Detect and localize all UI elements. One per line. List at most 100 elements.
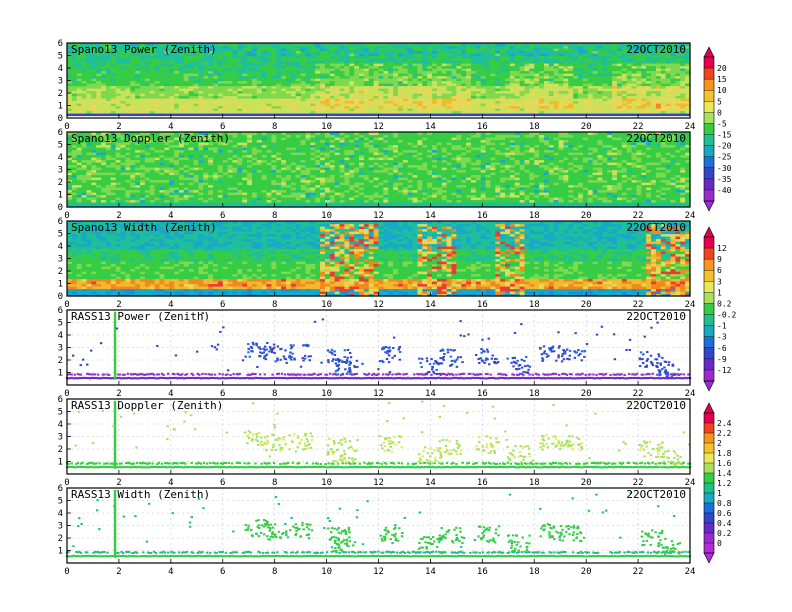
heatmap-cell (120, 93, 127, 97)
heatmap-cell (120, 78, 127, 82)
heatmap-cell (101, 63, 107, 67)
heatmap-cell (164, 68, 170, 72)
heatmap-cell (101, 50, 107, 54)
heatmap-cell (120, 58, 127, 62)
heatmap-cell (105, 108, 112, 112)
heatmap-cell (91, 105, 97, 109)
heatmap-cell (164, 63, 170, 67)
heatmap-cell (164, 65, 170, 69)
heatmap-cell (101, 75, 107, 79)
heatmap-cell (130, 73, 136, 77)
heatmap-cell (149, 73, 156, 77)
heatmap-cell (86, 110, 92, 114)
heatmap-cell (154, 95, 161, 99)
heatmap-cell (81, 53, 88, 57)
heatmap-cell (130, 53, 136, 57)
heatmap-cell (86, 63, 92, 67)
heatmap-cell (86, 113, 92, 117)
heatmap-cell (120, 113, 127, 117)
heatmap-cell (140, 63, 146, 67)
heatmap-cell (96, 60, 102, 64)
heatmap-cell (81, 58, 88, 62)
heatmap-cell (101, 105, 107, 109)
heatmap-cell (130, 83, 136, 87)
heatmap-cell (71, 108, 78, 112)
heatmap-cell (125, 103, 131, 107)
y-tick-label: 6 (58, 39, 63, 49)
heatmap-cell (115, 105, 122, 109)
heatmap-cell (105, 60, 112, 64)
heatmap-cell (81, 115, 88, 119)
heatmap-cell (125, 53, 131, 57)
heatmap-cell (140, 73, 146, 77)
heatmap-cell (154, 100, 161, 104)
heatmap-cell (154, 55, 161, 59)
heatmap-cell (120, 75, 127, 79)
x-tick-label: 18 (529, 122, 540, 132)
heatmap-cell (164, 48, 170, 52)
heatmap-cell (125, 48, 131, 52)
x-tick-label: 20 (581, 122, 592, 132)
heatmap-cell (154, 63, 161, 67)
heatmap-cell (164, 58, 170, 62)
heatmap-cell (110, 85, 117, 89)
heatmap-cell (67, 103, 73, 107)
x-tick-label: 22 (633, 122, 644, 132)
heatmap-cell (76, 55, 83, 59)
heatmap-cell (67, 60, 73, 64)
heatmap-cell (91, 63, 97, 67)
heatmap-cell (164, 108, 170, 112)
heatmap-cell (174, 100, 180, 104)
heatmap-cell (149, 85, 156, 89)
heatmap-cell (120, 53, 127, 57)
heatmap-cell (76, 68, 83, 72)
heatmap-cell (71, 70, 78, 74)
heatmap-cell (115, 98, 122, 102)
heatmap-cell (130, 80, 136, 84)
heatmap-cell (120, 100, 127, 104)
heatmap-cell (86, 115, 92, 119)
heatmap-cell (169, 48, 175, 52)
heatmap-cell (144, 75, 151, 79)
heatmap-cell (76, 95, 83, 99)
heatmap-cell (125, 80, 131, 84)
heatmap-cell (105, 93, 112, 97)
heatmap-cell (67, 75, 73, 79)
heatmap-cell (96, 95, 102, 99)
heatmap-cell (110, 48, 117, 52)
heatmap-cell (164, 88, 170, 92)
heatmap-cell (76, 100, 83, 104)
heatmap-cell (159, 95, 165, 99)
heatmap-cell (81, 45, 88, 49)
heatmap-cell (91, 70, 97, 74)
heatmap-cell (71, 85, 78, 89)
heatmap-cell (67, 113, 73, 117)
heatmap-cell (159, 100, 165, 104)
heatmap-cell (110, 83, 117, 87)
heatmap-cell (130, 78, 136, 82)
heatmap-cell (174, 78, 180, 82)
x-tick-label: 4 (168, 122, 173, 132)
heatmap-cell (105, 45, 112, 49)
heatmap-cell (81, 70, 88, 74)
heatmap-cell (71, 58, 78, 62)
heatmap-cell (164, 85, 170, 89)
heatmap-cell (115, 70, 122, 74)
heatmap-cell (130, 88, 136, 92)
heatmap-cell (110, 103, 117, 107)
heatmap-cell (169, 68, 175, 72)
heatmap-cell (154, 65, 161, 69)
heatmap-cell (81, 95, 88, 99)
heatmap-cell (125, 88, 131, 92)
heatmap-cell (81, 68, 88, 72)
heatmap-cell (105, 73, 112, 77)
heatmap-cell (130, 105, 136, 109)
heatmap-cell (105, 103, 112, 107)
heatmap-cell (101, 98, 107, 102)
heatmap-cell (144, 93, 151, 97)
heatmap-cell (110, 75, 117, 79)
heatmap-cell (67, 115, 73, 119)
heatmap-cell (91, 113, 97, 117)
heatmap-cell (115, 75, 122, 79)
heatmap-cell (125, 55, 131, 59)
